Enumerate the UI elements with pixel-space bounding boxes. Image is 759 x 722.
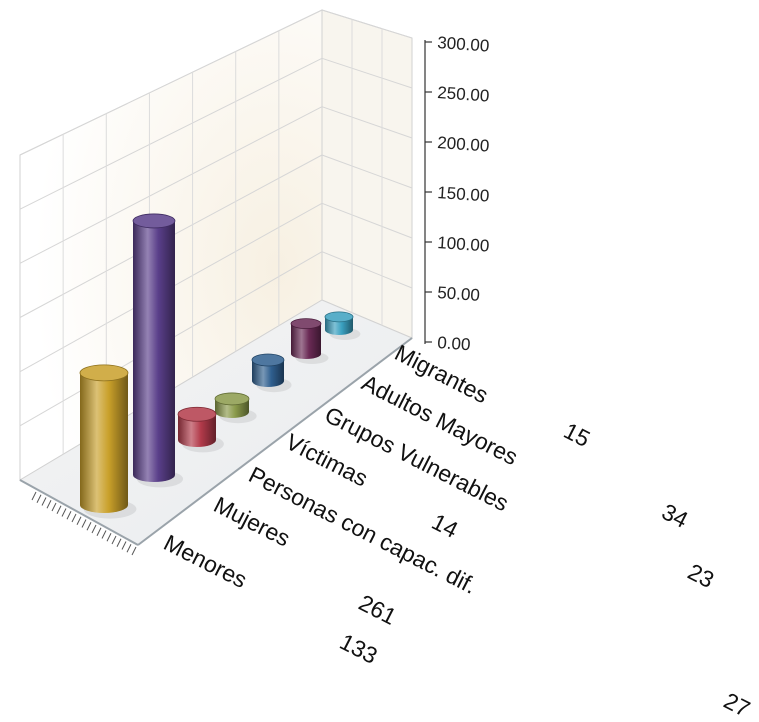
- front-tick: [31, 491, 37, 501]
- bar-top: [79, 364, 129, 382]
- front-tick: [66, 511, 72, 520]
- grid-line-h: [321, 251, 413, 289]
- grid-line-h: [321, 106, 413, 139]
- front-tick: [71, 513, 77, 523]
- front-tick: [76, 516, 82, 525]
- y-tick-label: 200.00: [437, 133, 490, 156]
- front-tick: [126, 544, 132, 553]
- bar-body: [252, 359, 284, 387]
- front-tick: [36, 494, 42, 503]
- grid-line-h: [19, 9, 323, 156]
- front-tick: [101, 530, 107, 539]
- bar-1: [132, 213, 184, 488]
- grid-line-h: [321, 202, 413, 239]
- value-label: 15: [560, 417, 595, 452]
- front-tick-marks: [31, 491, 137, 556]
- bar-4: [251, 353, 292, 393]
- front-tick: [81, 519, 87, 528]
- grid-line-h: [321, 57, 413, 89]
- bar-top: [324, 311, 354, 323]
- grid-line-h: [321, 9, 413, 39]
- y-tick-label: 100.00: [437, 233, 490, 256]
- bar-3: [214, 392, 257, 424]
- y-tick-label: 300.00: [437, 33, 490, 56]
- front-tick: [131, 546, 137, 556]
- floor-right-edge: [137, 337, 413, 546]
- right-wall: [321, 9, 413, 339]
- bar-body: [291, 323, 321, 359]
- grid-line-h: [19, 57, 323, 210]
- front-tick: [51, 502, 57, 512]
- front-tick: [111, 535, 117, 545]
- front-tick: [91, 524, 97, 534]
- front-tick: [41, 497, 47, 506]
- front-tick: [86, 522, 92, 531]
- y-tick-label: 50.00: [437, 283, 481, 305]
- grid-line-h: [19, 106, 323, 264]
- bar-top: [251, 353, 285, 367]
- value-label: 23: [684, 558, 719, 593]
- bar-top: [177, 406, 217, 422]
- front-tick: [116, 538, 122, 547]
- bar-6: [324, 311, 361, 340]
- bar-5: [290, 318, 329, 364]
- bar-body: [178, 414, 216, 447]
- bar-top: [290, 318, 322, 330]
- y-tick-label: 250.00: [437, 83, 490, 106]
- value-label: 14: [428, 508, 463, 543]
- bar-body: [80, 372, 128, 513]
- y-tick-label: 0.00: [437, 333, 471, 354]
- front-tick: [121, 541, 127, 550]
- front-tick: [56, 505, 62, 514]
- value-label: 34: [658, 498, 693, 533]
- bar-top: [132, 213, 176, 229]
- front-tick: [106, 533, 112, 542]
- grid-line-h: [321, 154, 413, 189]
- front-tick: [61, 508, 67, 517]
- front-tick: [96, 527, 102, 536]
- bars: [79, 213, 361, 519]
- bar-body: [133, 220, 175, 482]
- value-label: 133: [336, 628, 382, 669]
- y-tick-label: 150.00: [437, 183, 490, 206]
- category-label: Menores: [160, 529, 252, 593]
- value-label: 27: [720, 687, 755, 722]
- bar-top: [214, 392, 250, 406]
- bar-0: [79, 364, 137, 519]
- floor-front-edge: [19, 479, 139, 546]
- value-label: 261: [355, 589, 401, 630]
- bar-2: [177, 406, 224, 453]
- front-tick: [46, 500, 52, 509]
- y-axis: 0.00 50.00 100.00 150.00 200.00 250.00 300.00: [425, 33, 490, 354]
